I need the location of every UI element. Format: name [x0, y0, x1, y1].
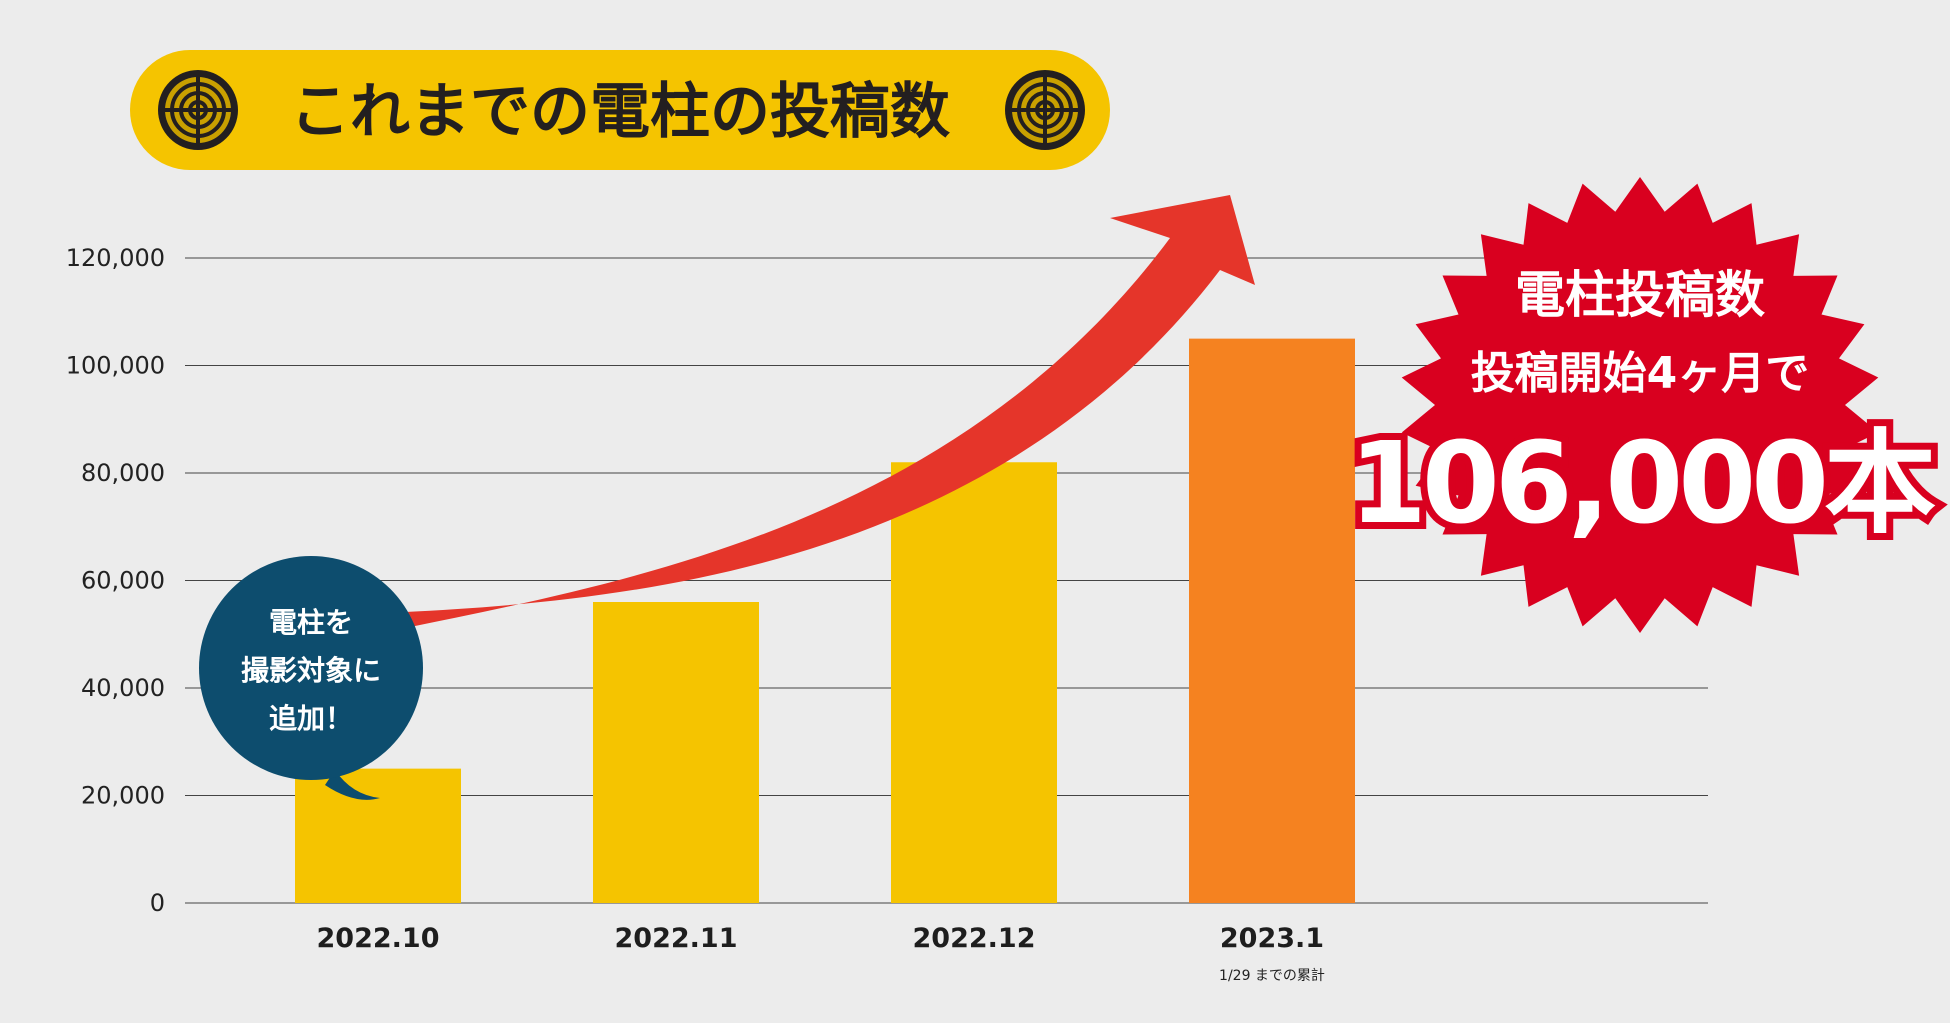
bubble-line-1: 電柱を [269, 606, 353, 639]
manhole-cover-icon [158, 70, 238, 150]
bar-2023.1 [1189, 338, 1355, 903]
burst-line-1: 電柱投稿数 [1515, 266, 1765, 324]
starburst-shape [1401, 177, 1879, 633]
y-tick-label: 120,000 [66, 244, 165, 272]
y-axis-ticks: 0 20,000 40,000 60,000 80,000 100,000 120,000 [66, 244, 165, 917]
title-banner: これまでの電柱の投稿数 [130, 50, 1110, 170]
y-tick-label: 20,000 [81, 782, 165, 810]
y-tick-label: 100,000 [66, 352, 165, 380]
y-tick-label: 60,000 [81, 567, 165, 595]
y-tick-label: 0 [150, 889, 165, 917]
bar-2022.11 [593, 602, 759, 903]
x-tick-label: 2022.10 [317, 923, 440, 954]
burst-line-2: 投稿開始4ヶ月で [1471, 348, 1810, 399]
starburst-callout: 電柱投稿数 投稿開始4ヶ月で 106,000本 [1342, 177, 1948, 633]
manhole-cover-icon [1005, 70, 1085, 150]
burst-figure: 106,000本 [1349, 419, 1936, 549]
x-tick-note: 1/29 までの累計 [1219, 968, 1325, 984]
title-pill [130, 50, 1110, 170]
x-axis-ticks: 2022.10 2022.11 2022.12 2023.1 1/29 までの累計 [317, 923, 1325, 984]
chart-title: これまでの電柱の投稿数 [290, 77, 950, 147]
bars [295, 338, 1355, 903]
bubble-line-2: 撮影対象に [241, 654, 381, 687]
x-tick-label: 2023.1 [1220, 923, 1324, 954]
callout-bubble: 電柱を 撮影対象に 追加！ [199, 556, 423, 800]
bar-2022.12 [891, 462, 1057, 903]
trend-arrow [405, 195, 1255, 628]
bubble-line-3: 追加！ [269, 702, 353, 735]
y-tick-label: 40,000 [81, 674, 165, 702]
x-tick-label: 2022.12 [913, 923, 1036, 954]
bar-2022.10 [295, 768, 461, 903]
x-tick-label: 2022.11 [615, 923, 738, 954]
y-tick-label: 80,000 [81, 459, 165, 487]
